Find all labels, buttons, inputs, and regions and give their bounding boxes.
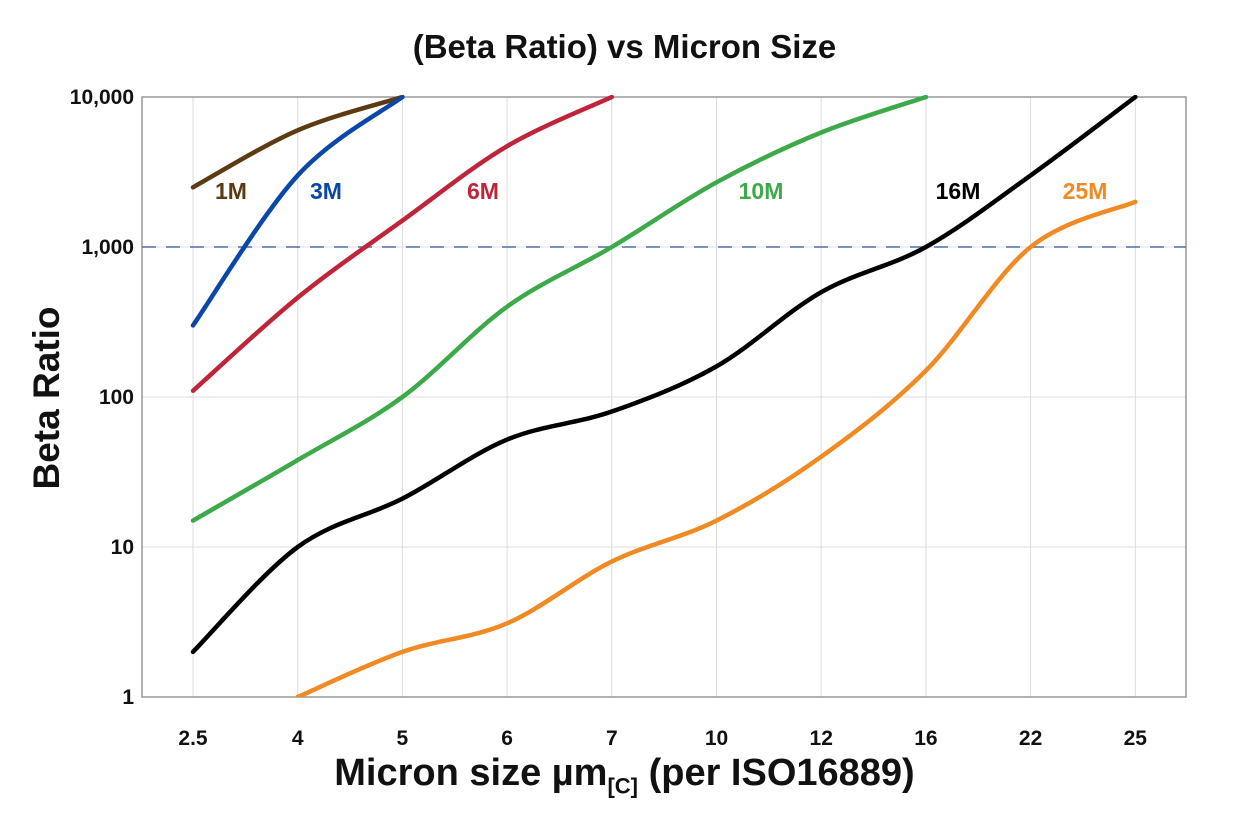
x-tick-label: 10 [705, 727, 728, 750]
series-label-3M: 3M [310, 178, 342, 204]
chart-title: (Beta Ratio) vs Micron Size [412, 28, 837, 65]
series-label-25M: 25M [1063, 178, 1108, 204]
x-axis-label-subscript: [C] [607, 773, 639, 799]
x-tick-label: 4 [292, 727, 304, 750]
series-line-10M [190, 95, 929, 523]
y-tick-label: 1,000 [81, 236, 134, 259]
x-tick-label: 2.5 [178, 727, 208, 750]
series-label-10M: 10M [739, 178, 784, 204]
series-line-3M [190, 95, 405, 328]
x-tick-label: 22 [1019, 727, 1042, 750]
x-tick-label: 16 [914, 727, 937, 750]
y-tick-label: 10 [111, 536, 134, 559]
series-line-16M [190, 95, 1138, 655]
x-tick-label: 6 [501, 727, 513, 750]
x-axis-label-main: Micron size µm [334, 752, 608, 794]
series-label-16M: 16M [936, 178, 981, 204]
x-tick-label: 5 [397, 727, 409, 750]
y-tick-label: 1 [122, 686, 134, 709]
x-axis-label: Micron size µm[C] (per ISO16889) [0, 752, 1249, 800]
plot-frame [141, 96, 1187, 698]
y-tick-label: 10,000 [70, 86, 134, 109]
series-label-1M: 1M [215, 178, 247, 204]
x-tick-label: 12 [810, 727, 833, 750]
x-tick-label: 25 [1124, 727, 1148, 750]
x-axis-label-suffix: (per ISO16889) [638, 752, 915, 794]
x-tick-label: 7 [606, 727, 618, 750]
y-tick-label: 100 [99, 386, 134, 409]
series-line-25M [295, 199, 1138, 697]
series-label-6M: 6M [467, 178, 499, 204]
